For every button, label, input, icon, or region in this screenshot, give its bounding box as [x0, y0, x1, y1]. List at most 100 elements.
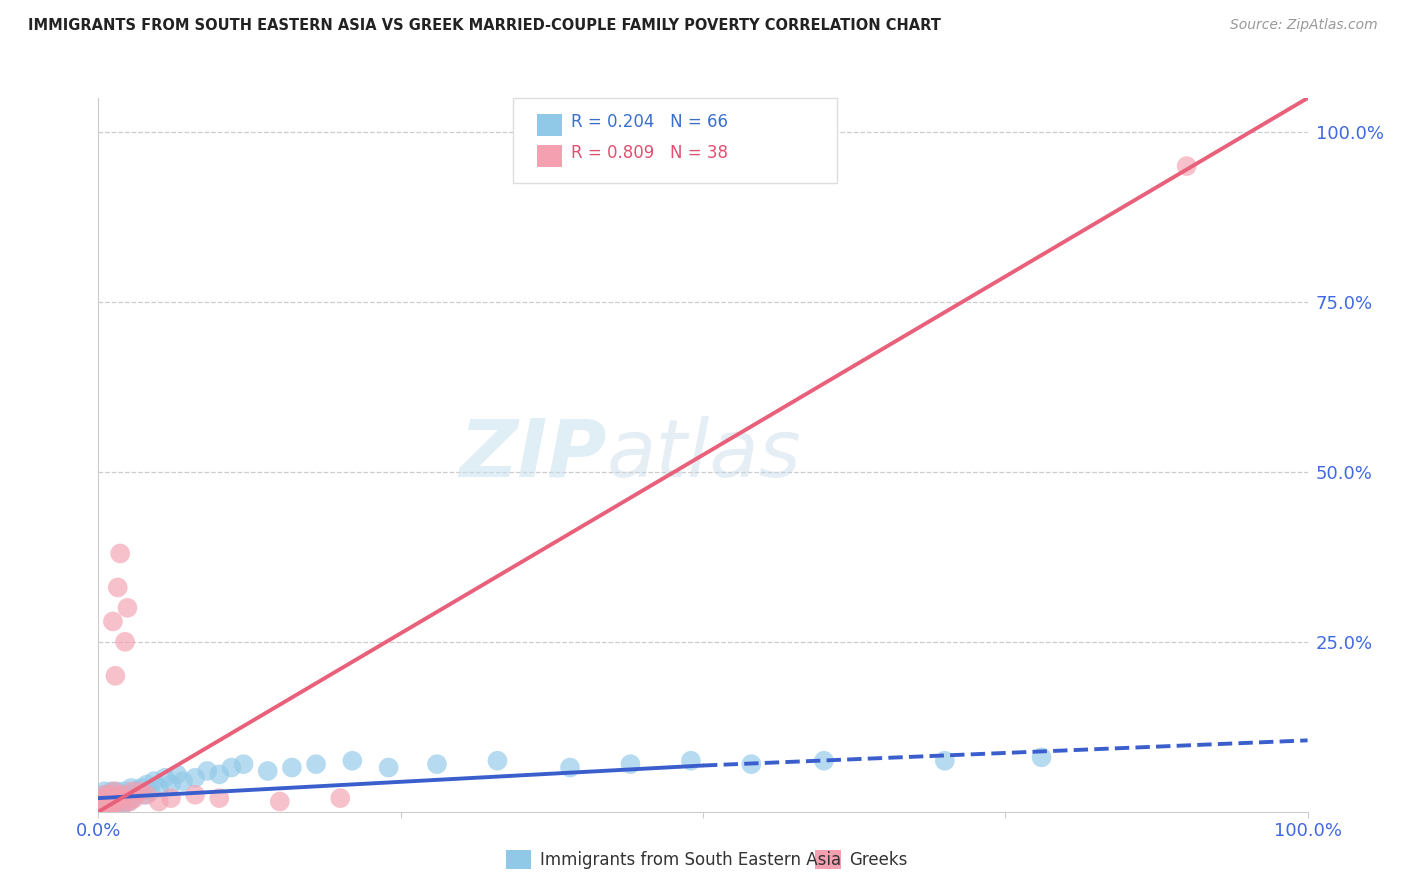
Point	[104, 669, 127, 683]
Point	[1175, 159, 1198, 173]
Point	[115, 788, 138, 802]
Point	[90, 801, 112, 815]
Point	[93, 788, 115, 802]
Point	[91, 795, 114, 809]
Point	[107, 581, 129, 595]
Point	[104, 788, 127, 802]
Point	[97, 792, 120, 806]
Point	[100, 789, 122, 804]
Point	[232, 757, 254, 772]
Point	[94, 797, 117, 812]
Text: atlas: atlas	[606, 416, 801, 494]
Point	[112, 784, 135, 798]
Point	[103, 784, 125, 798]
Point	[93, 784, 115, 798]
Point	[108, 791, 131, 805]
Point	[121, 791, 143, 805]
Text: Greeks: Greeks	[849, 851, 908, 869]
Point	[103, 801, 125, 815]
Text: Source: ZipAtlas.com: Source: ZipAtlas.com	[1230, 18, 1378, 32]
Point	[97, 801, 120, 815]
Point	[124, 788, 146, 802]
Point	[94, 795, 117, 809]
Point	[108, 791, 131, 805]
Point	[184, 788, 207, 802]
Point	[98, 788, 121, 802]
Point	[101, 615, 124, 629]
Point	[101, 797, 124, 812]
Point	[114, 635, 136, 649]
Point	[813, 754, 835, 768]
Point	[96, 791, 118, 805]
Point	[148, 780, 170, 795]
Point	[94, 799, 117, 814]
Point	[221, 760, 243, 774]
Point	[98, 795, 121, 809]
Point	[281, 760, 304, 774]
Point	[110, 788, 132, 802]
Point	[426, 757, 449, 772]
Point	[118, 795, 141, 809]
Point	[619, 757, 641, 772]
Point	[111, 797, 134, 812]
Point	[96, 799, 118, 814]
Point	[160, 791, 183, 805]
Point	[118, 795, 141, 809]
Point	[105, 797, 128, 811]
Point	[91, 791, 114, 805]
Text: Immigrants from South Eastern Asia: Immigrants from South Eastern Asia	[540, 851, 841, 869]
Point	[129, 780, 152, 795]
Point	[134, 788, 156, 802]
Point	[208, 767, 231, 781]
Point	[107, 799, 129, 814]
Point	[93, 801, 115, 815]
Point	[135, 788, 157, 802]
Point	[121, 784, 143, 798]
Point	[135, 778, 157, 792]
Point	[100, 788, 122, 802]
Point	[101, 791, 124, 805]
Point	[139, 784, 162, 798]
Point	[97, 791, 120, 805]
Point	[1031, 750, 1053, 764]
Text: ZIP: ZIP	[458, 416, 606, 494]
Point	[114, 792, 136, 806]
Point	[100, 799, 122, 814]
Point	[934, 754, 956, 768]
Point	[98, 797, 121, 811]
Point	[90, 797, 112, 812]
Text: R = 0.809   N = 38: R = 0.809 N = 38	[571, 145, 728, 162]
Text: R = 0.204   N = 66: R = 0.204 N = 66	[571, 113, 728, 131]
Point	[377, 760, 399, 774]
Point	[103, 792, 125, 806]
Point	[105, 784, 128, 798]
Point	[305, 757, 328, 772]
Point	[148, 795, 170, 809]
Point	[172, 774, 194, 789]
Point	[269, 795, 291, 809]
Point	[208, 791, 231, 805]
Point	[195, 764, 218, 778]
Point	[110, 788, 132, 802]
Point	[93, 795, 115, 809]
Point	[486, 754, 509, 768]
Point	[100, 799, 122, 814]
Point	[97, 801, 120, 815]
Point	[91, 801, 114, 815]
Point	[127, 784, 149, 798]
Point	[100, 784, 122, 798]
Point	[679, 754, 702, 768]
Point	[184, 771, 207, 785]
Point	[256, 764, 278, 778]
Point	[100, 797, 122, 812]
Point	[105, 795, 128, 809]
Point	[143, 774, 166, 789]
Point	[108, 795, 131, 809]
Point	[108, 546, 131, 560]
Point	[166, 767, 188, 781]
Point	[129, 784, 152, 798]
Point	[94, 788, 117, 802]
Point	[342, 754, 364, 768]
Point	[100, 795, 122, 809]
Point	[160, 778, 183, 792]
